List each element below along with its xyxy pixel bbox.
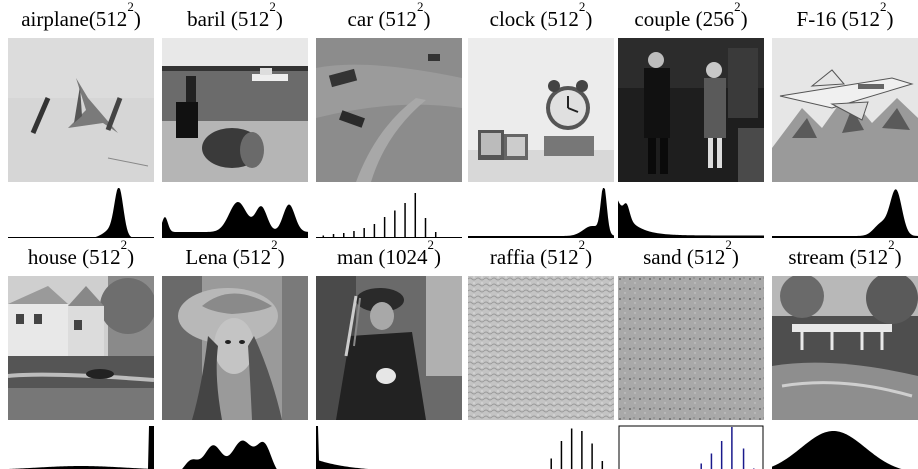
histogram-area <box>772 189 918 238</box>
histogram-area <box>8 188 154 238</box>
stream-histogram <box>772 424 918 469</box>
stream-photo <box>772 276 918 420</box>
histogram-area <box>618 200 764 238</box>
panel-title: man (10242) <box>337 237 441 269</box>
man-photo <box>316 276 462 420</box>
panel-title: Lena (5122) <box>185 237 285 269</box>
clock-histogram <box>468 186 614 238</box>
raffia-photo <box>468 276 614 420</box>
histogram-area <box>772 431 902 469</box>
raffia-histogram <box>468 424 614 469</box>
panel-title: airplane(5122) <box>21 0 141 31</box>
house-photo <box>8 276 154 420</box>
histogram-area <box>316 426 369 469</box>
f16-photo <box>772 38 918 182</box>
couple-histogram <box>618 186 764 238</box>
sand-photo <box>618 276 764 420</box>
histogram-area <box>182 440 277 469</box>
histogram-area <box>8 426 154 469</box>
histogram-area <box>468 188 614 238</box>
panel-title: raffia (5122) <box>489 237 593 269</box>
sand-histogram <box>618 424 764 469</box>
couple-photo <box>618 38 764 182</box>
clock-photo <box>468 38 614 182</box>
baril-histogram <box>162 186 308 238</box>
panel-title: house (5122) <box>27 237 135 269</box>
baril-photo <box>162 38 308 182</box>
man-histogram <box>316 424 462 469</box>
lena-photo <box>162 276 308 420</box>
panel-title: sand (5122) <box>643 237 739 269</box>
panel-title: clock (5122) <box>489 0 593 31</box>
car-histogram <box>316 186 462 238</box>
airplane-histogram <box>8 186 154 238</box>
panel-title: F-16 (5122) <box>796 0 894 31</box>
panel-title: baril (5122) <box>187 0 283 31</box>
panel-title: couple (2562) <box>634 0 748 31</box>
f16-histogram <box>772 186 918 238</box>
lena-histogram <box>162 424 308 469</box>
airplane-photo <box>8 38 154 182</box>
house-histogram <box>8 424 154 469</box>
car-photo <box>316 38 462 182</box>
histogram-frame <box>618 425 764 469</box>
panel-title: car (5122) <box>347 0 431 31</box>
histogram-area <box>162 201 308 238</box>
panel-title: stream (5122) <box>788 237 902 269</box>
